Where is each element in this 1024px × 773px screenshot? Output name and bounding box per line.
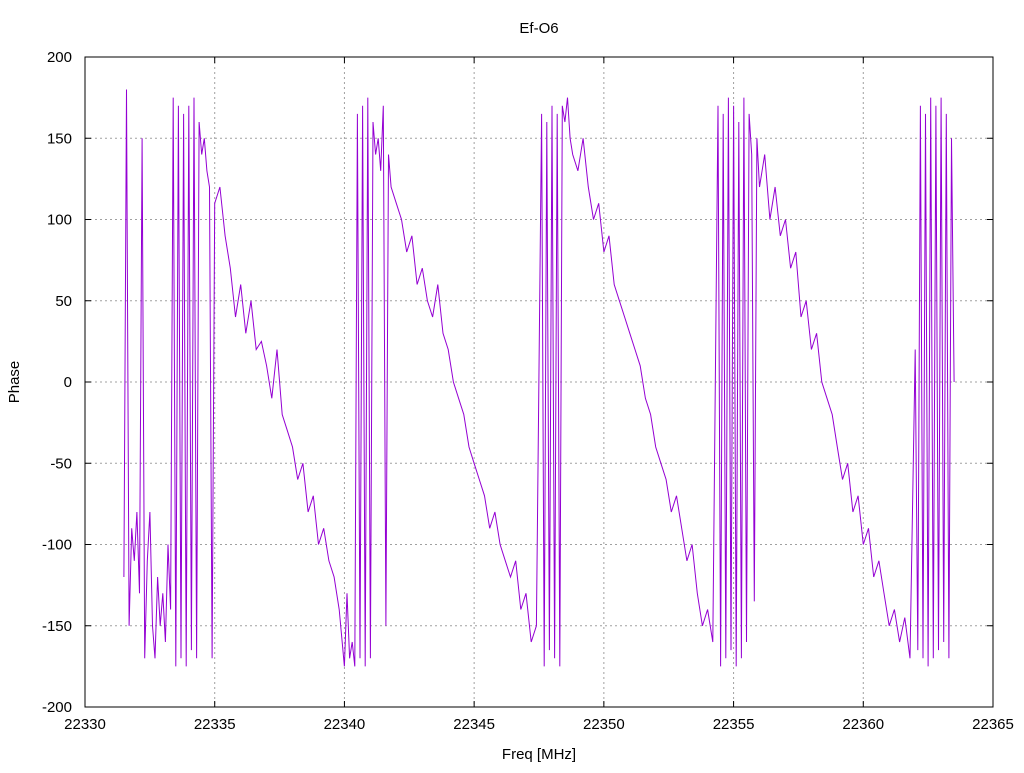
x-tick-label: 22350 (583, 716, 625, 733)
x-tick-label: 22365 (972, 716, 1014, 733)
y-tick-label: -200 (42, 699, 72, 716)
x-tick-label: 22330 (64, 716, 106, 733)
y-tick-label: -50 (50, 455, 72, 472)
grid-lines (85, 57, 993, 707)
y-tick-label: 50 (55, 293, 72, 310)
x-axis-label: Freq [MHz] (502, 746, 576, 763)
x-tick-label: 22355 (713, 716, 755, 733)
x-tick-label: 22345 (453, 716, 495, 733)
x-tick-label: 22360 (842, 716, 884, 733)
series-phase (123, 89, 955, 667)
x-tick-label: 22340 (324, 716, 366, 733)
x-tick-label: 22335 (194, 716, 236, 733)
y-axis-ticks: -200 -150 -100 -50 0 50 100 150 200 (42, 49, 993, 716)
chart-title: Ef-O6 (519, 20, 558, 37)
y-tick-label: -150 (42, 618, 72, 635)
y-tick-label: 200 (47, 49, 72, 66)
series-line (123, 89, 955, 667)
y-tick-label: 0 (64, 374, 72, 391)
x-axis-ticks: 22330 22335 22340 22345 22350 22355 22360 22365 (64, 57, 1014, 733)
y-tick-label: 150 (47, 130, 72, 147)
y-tick-label: -100 (42, 537, 72, 554)
y-axis-label: Phase (6, 361, 23, 404)
y-tick-label: 100 (47, 212, 72, 229)
